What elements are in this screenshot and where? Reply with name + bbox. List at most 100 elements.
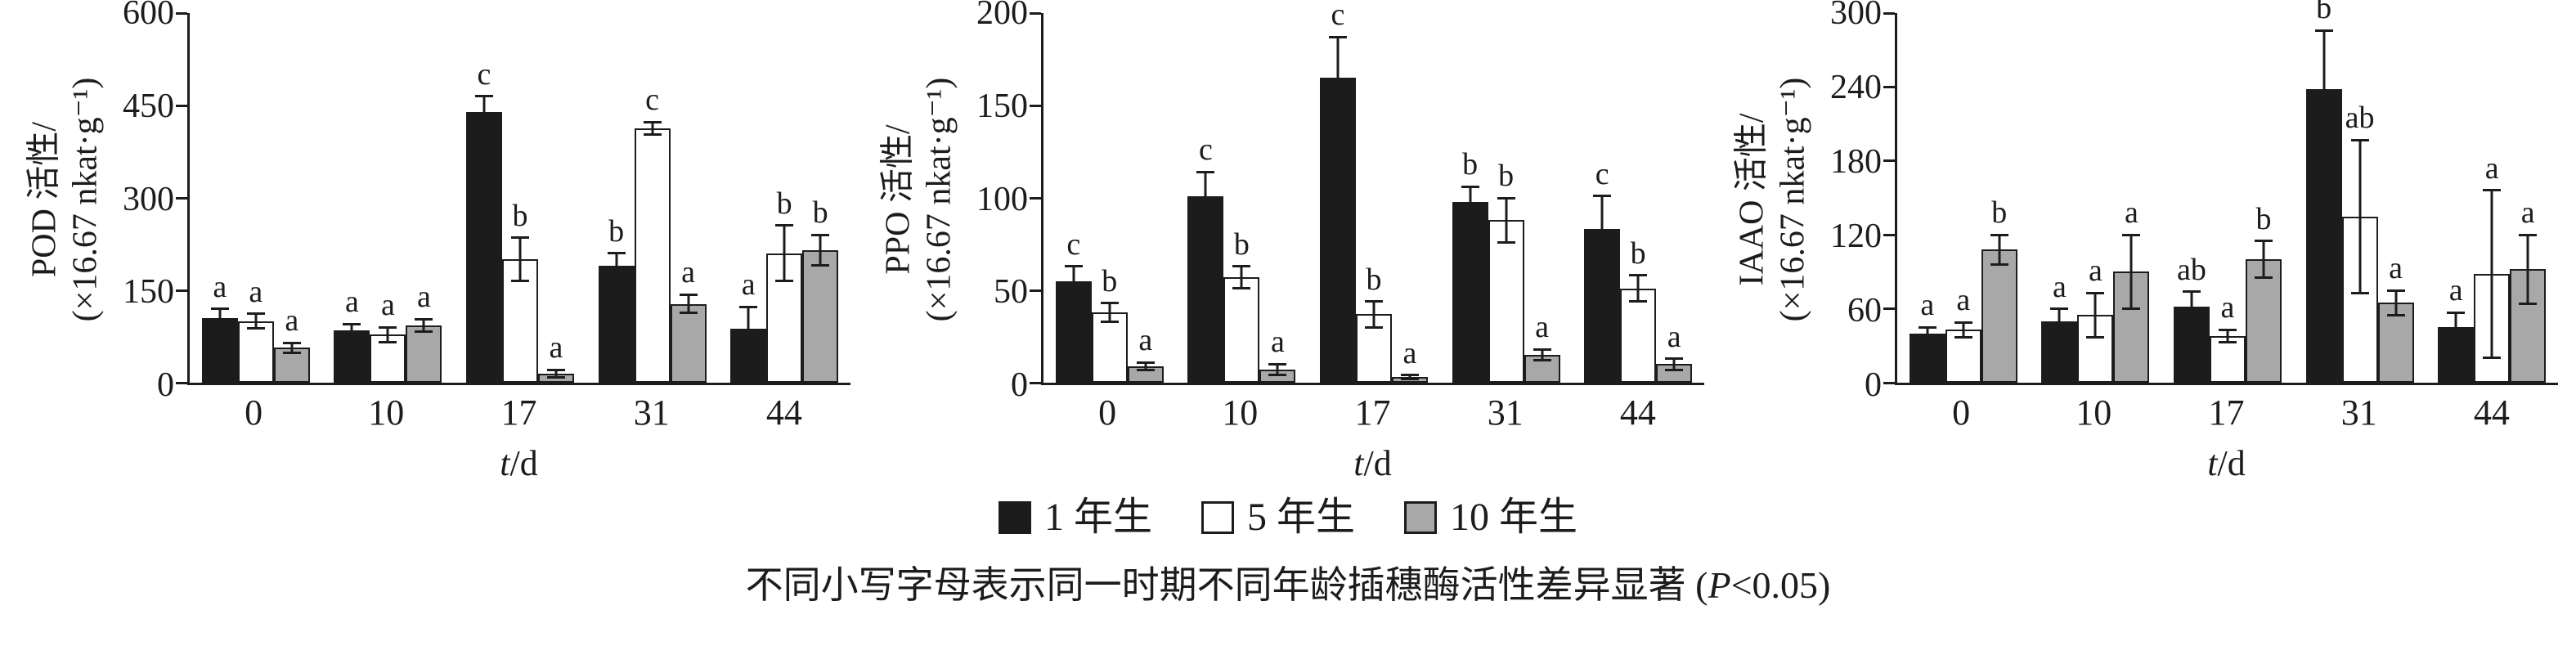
legend: 1 年生 5 年生 10 年生: [0, 498, 2576, 537]
y-tick-label: 60: [1847, 292, 1882, 330]
error-bar-cap-bottom: [739, 348, 758, 352]
error-bar: [2454, 312, 2457, 343]
bar-slot: a: [406, 13, 442, 383]
error-bar-cap-bottom: [1665, 368, 1684, 371]
y-tick-label: 50: [994, 273, 1028, 312]
x-axis-title-rest: /d: [1363, 443, 1392, 483]
bar: [802, 250, 839, 383]
bar-slot: b: [1091, 13, 1128, 383]
significance-letter: a: [285, 303, 299, 339]
caption-text: 不同小写字母表示同一时期不同年龄插穗酶活性差异显著 (: [745, 564, 1708, 606]
significance-letter: a: [1667, 319, 1681, 354]
legend-label-1-year: 1 年生: [1043, 496, 1152, 539]
error-bar-cap-top: [1232, 265, 1251, 268]
bar-slot: ab: [2173, 13, 2210, 383]
bar-slot: c: [1187, 13, 1224, 383]
error-bar-cap-bottom: [2182, 320, 2201, 323]
significance-letter: c: [1066, 227, 1081, 262]
y-tick-mark: [1030, 104, 1041, 107]
x-tick-label: 10: [1222, 393, 1259, 433]
error-bar-cap-bottom: [1196, 218, 1215, 222]
error-bar: [482, 96, 486, 128]
x-tick-label: 44: [2473, 393, 2510, 433]
y-axis-label-line2: (×16.67 nkat·g⁻¹): [65, 77, 104, 321]
y-tick-mark: [1883, 159, 1895, 163]
error-bar: [2226, 330, 2229, 343]
y-axis-label-line2: (×16.67 nkat·g⁻¹): [919, 77, 958, 321]
bar: [2209, 335, 2246, 383]
error-bar-cap-bottom: [210, 325, 229, 329]
significance-letter: a: [1402, 335, 1417, 370]
bar: [634, 128, 671, 383]
bar-group: b ab a: [2294, 0, 2426, 383]
significance-letter: b: [776, 186, 792, 221]
error-bar: [1144, 362, 1147, 370]
y-tick-label: 180: [1830, 143, 1882, 181]
error-bar: [1926, 327, 1929, 340]
error-bar: [615, 253, 618, 278]
y-axis-label-line2: (×16.67 nkat·g⁻¹): [1773, 77, 1811, 321]
y-tick-label: 600: [123, 0, 174, 32]
error-bar-cap-top: [2218, 328, 2237, 331]
y-tick-label: 450: [123, 87, 174, 125]
error-bar-cap-bottom: [2386, 313, 2405, 316]
bar-slot: a: [370, 13, 406, 383]
significance-letter: a: [2520, 195, 2535, 231]
bar-slot: c: [465, 13, 502, 383]
bar-slot: a: [2077, 13, 2114, 383]
significance-letter: a: [1535, 310, 1550, 345]
bar-slot: c: [634, 13, 671, 383]
x-tick-label: 31: [2340, 393, 2377, 433]
significance-letter: a: [549, 330, 563, 366]
bar-slot: a: [670, 13, 707, 383]
error-bar: [218, 308, 222, 328]
legend-item-10-year: 10 年生: [1404, 498, 1577, 537]
error-bar: [422, 319, 425, 332]
x-axis-title: t/d: [1895, 431, 2558, 483]
bar: [598, 265, 635, 383]
error-bar-cap-top: [1268, 362, 1287, 366]
error-bar-cap-bottom: [607, 276, 626, 280]
error-bar: [1469, 186, 1472, 217]
error-bar: [2526, 235, 2529, 304]
error-bar-cap-bottom: [1497, 240, 1515, 244]
bar-slot: c: [1319, 0, 1356, 383]
y-tick-mark: [1883, 233, 1895, 236]
error-bar: [2094, 293, 2097, 338]
bar-group: ab a b: [2161, 13, 2294, 383]
y-tick-label: 200: [976, 0, 1028, 32]
error-bar: [1072, 266, 1075, 296]
bar: [1452, 201, 1488, 383]
error-bar-cap-top: [1497, 196, 1515, 200]
significance-letter: b: [512, 198, 528, 233]
error-bar-cap-bottom: [2122, 307, 2141, 311]
significance-letter: b: [1366, 262, 1382, 297]
x-axis-ticks: 0 10 17 31 44: [1895, 385, 2558, 431]
error-bar-cap-top: [1364, 300, 1383, 303]
error-bar: [2358, 140, 2362, 294]
bar-slot: a: [1656, 13, 1693, 383]
error-bar-cap-top: [546, 368, 565, 371]
error-bar: [1672, 358, 1676, 370]
error-bar-cap-bottom: [1461, 215, 1479, 218]
significance-letter: a: [2448, 273, 2463, 308]
error-bar-cap-top: [2447, 311, 2466, 314]
pod-chart: POD 活性/ (×16.67 nkat·g⁻¹) 0 150 300 450 600 …: [18, 0, 850, 483]
x-axis-title-italic: t: [2207, 443, 2218, 483]
bar-slot: b: [2245, 13, 2282, 383]
error-bar-cap-top: [210, 307, 229, 311]
bar-slot: a: [537, 13, 574, 383]
bar: [1223, 277, 1260, 383]
y-axis-ticks: 0 50 100 150 200: [966, 0, 1041, 402]
significance-letter: a: [416, 280, 431, 315]
error-bar-cap-bottom: [2254, 276, 2273, 280]
x-tick-label: 0: [1952, 393, 1971, 433]
bar: [501, 259, 538, 383]
bar-slot: a: [2438, 13, 2475, 383]
error-bar-cap-top: [2519, 233, 2538, 236]
